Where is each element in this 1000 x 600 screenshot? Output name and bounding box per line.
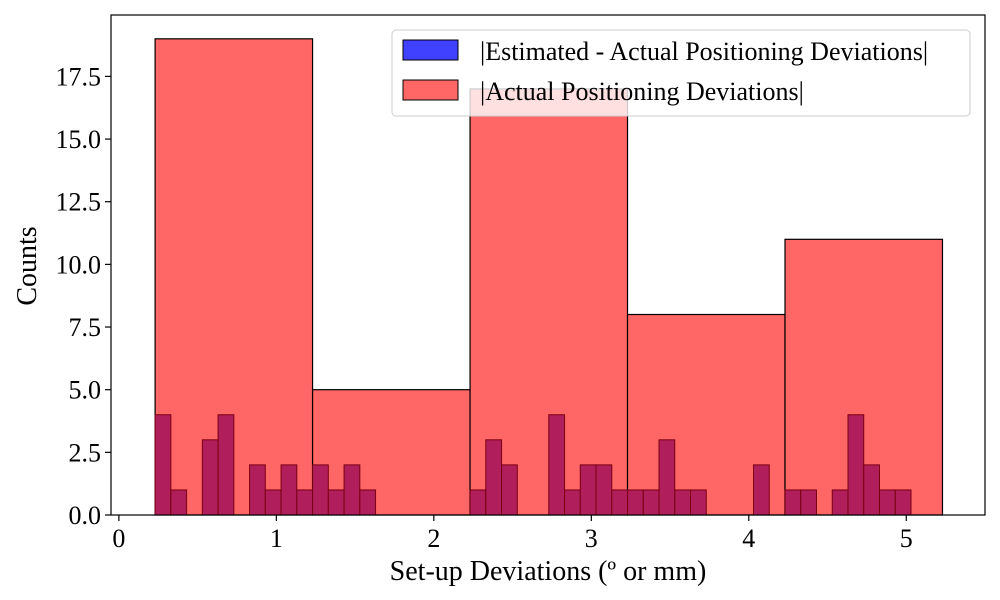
- x-tick-label: 2: [427, 524, 440, 553]
- estimated-deviation-bar: [280, 464, 298, 516]
- estimated-deviation-bar: [800, 489, 817, 516]
- plot-area-frame: [110, 14, 986, 516]
- y-tick-label: 7.5: [69, 313, 102, 342]
- x-tick-label: 0: [112, 524, 125, 553]
- estimated-deviation-bar: [469, 489, 487, 516]
- y-tick-label: 15.0: [56, 125, 102, 154]
- estimated-deviation-bar: [831, 489, 849, 516]
- estimated-deviation-bar: [154, 414, 172, 516]
- estimated-deviation-bar: [548, 414, 566, 516]
- estimated-deviation-bar: [627, 489, 644, 516]
- estimated-deviation-bar: [847, 414, 865, 516]
- y-tick-label: 0.0: [69, 501, 102, 530]
- estimated-deviation-bar: [674, 489, 692, 516]
- x-tick-label: 1: [270, 524, 283, 553]
- estimated-deviation-bar: [611, 489, 629, 516]
- legend-frame: [391, 29, 971, 117]
- estimated-deviation-bar: [894, 489, 912, 516]
- y-axis-label: Counts: [12, 226, 43, 305]
- legend-swatch-estimated: [402, 39, 459, 61]
- estimated-deviation-bar: [753, 464, 770, 516]
- estimated-deviation-bar: [690, 489, 707, 516]
- estimated-deviation-bar: [564, 489, 581, 516]
- estimated-deviation-bar: [878, 489, 896, 516]
- y-tick-label: 2.5: [69, 438, 102, 467]
- estimated-deviation-bar: [312, 464, 329, 516]
- estimated-deviation-bar: [579, 464, 597, 516]
- estimated-deviation-bar: [658, 439, 676, 516]
- y-tick-label: 12.5: [56, 188, 102, 217]
- estimated-deviation-bar: [359, 489, 377, 516]
- y-tick-label: 17.5: [56, 62, 102, 91]
- estimated-deviation-bar: [501, 464, 518, 516]
- x-axis-label: Set-up Deviations (º or mm): [390, 556, 707, 587]
- estimated-deviation-bar: [264, 489, 282, 516]
- estimated-deviation-bar: [296, 489, 314, 516]
- y-axis-ticks: 0.0 2.5 5.0 7.5 10.0 12.5 15.0 17.5: [56, 62, 111, 530]
- legend-label-actual: |Actual Positioning Deviations|: [480, 77, 804, 106]
- estimated-deviation-bar: [863, 464, 880, 516]
- legend: |Estimated - Actual Positioning Deviatio…: [391, 29, 971, 117]
- y-tick-label: 5.0: [69, 376, 102, 405]
- x-axis-ticks: 0 1 2 3 4 5: [112, 515, 913, 553]
- x-tick-label: 5: [900, 524, 913, 553]
- y-tick-label: 10.0: [56, 250, 102, 279]
- estimated-deviation-bar: [217, 414, 235, 516]
- legend-swatch-actual: [402, 79, 459, 101]
- estimated-deviation-bar: [595, 464, 613, 516]
- x-tick-label: 4: [742, 524, 755, 553]
- estimated-deviation-bar: [327, 489, 345, 516]
- estimated-deviation-bar: [170, 489, 188, 516]
- estimated-deviation-bar: [642, 489, 660, 516]
- x-tick-label: 3: [585, 524, 598, 553]
- estimated-deviation-bar: [201, 439, 219, 516]
- estimated-deviation-bar: [784, 489, 802, 516]
- estimated-deviation-bar: [343, 464, 361, 516]
- legend-label-estimated: |Estimated - Actual Positioning Deviatio…: [480, 37, 928, 66]
- estimated-deviation-bar: [249, 464, 266, 516]
- estimated-deviation-bar: [485, 439, 503, 516]
